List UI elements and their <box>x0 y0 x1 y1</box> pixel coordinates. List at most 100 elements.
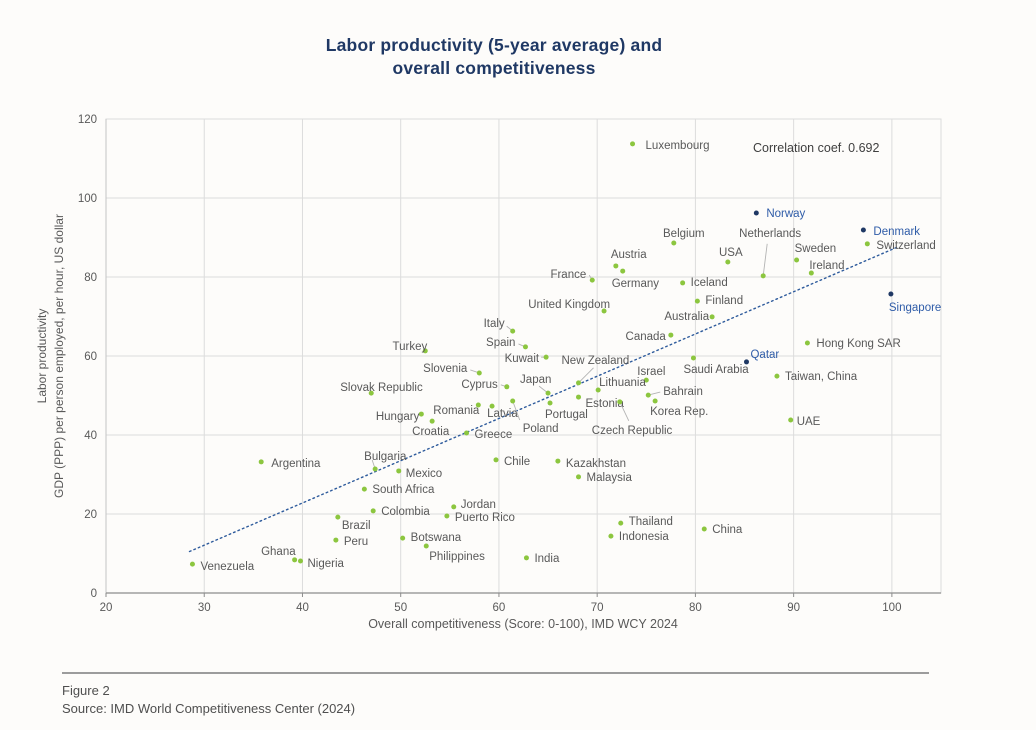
point-label-korea-rep: Korea Rep. <box>650 406 708 418</box>
point-label-indonesia: Indonesia <box>619 531 669 543</box>
data-point-puerto-rico <box>444 513 450 519</box>
data-point-switzerland <box>864 241 870 247</box>
point-label-estonia: Estonia <box>586 398 625 410</box>
data-point-venezuela <box>189 561 195 567</box>
data-point-kuwait <box>543 354 549 360</box>
point-label-france: France <box>550 269 586 281</box>
correlation-annotation: Correlation coef. 0.692 <box>753 141 880 155</box>
data-point-czech-republic <box>617 399 623 405</box>
data-point-luxembourg <box>630 141 636 147</box>
point-label-kazakhstan: Kazakhstan <box>566 458 626 470</box>
data-point-bahrain <box>645 392 651 398</box>
figure-label: Figure 2 <box>62 683 110 698</box>
point-label-china: China <box>712 524 743 536</box>
data-point-spain <box>522 344 528 350</box>
data-point-new-zealand <box>576 380 582 386</box>
point-label-india: India <box>534 553 560 565</box>
data-point-romania <box>475 402 481 408</box>
data-point-sweden <box>794 257 800 263</box>
data-point-slovak-republic <box>368 390 374 396</box>
data-point-norway <box>753 210 759 216</box>
data-point-finland <box>694 298 700 304</box>
point-label-taiwan-china: Taiwan, China <box>785 371 858 383</box>
y-tick-label: 60 <box>84 351 97 363</box>
leader-line-new-zealand <box>578 367 594 384</box>
y-tick-label: 80 <box>84 272 97 284</box>
data-point-qatar <box>743 359 749 365</box>
data-point-singapore <box>888 291 894 297</box>
data-point-philippines <box>423 543 429 549</box>
data-point-uae <box>788 417 794 423</box>
data-point-peru <box>333 537 339 543</box>
data-point-poland <box>510 398 516 404</box>
point-label-japan: Japan <box>520 374 551 386</box>
point-label-croatia: Croatia <box>412 426 450 438</box>
chart-title: Labor productivity (5-year average) and … <box>0 34 988 80</box>
point-label-argentina: Argentina <box>271 458 321 470</box>
point-label-colombia: Colombia <box>381 506 430 518</box>
data-point-slovenia <box>476 370 482 376</box>
data-point-iceland <box>680 280 686 286</box>
point-label-ireland: Ireland <box>809 260 844 272</box>
data-point-canada <box>668 332 674 338</box>
data-point-croatia <box>429 418 435 424</box>
point-label-iceland: Iceland <box>691 277 728 289</box>
data-point-south-africa <box>361 486 367 492</box>
point-label-australia: Australia <box>664 311 709 323</box>
point-label-poland: Poland <box>523 423 559 435</box>
point-label-finland: Finland <box>705 295 743 307</box>
data-point-cyprus <box>504 384 510 390</box>
source-line: Source: IMD World Competitiveness Center… <box>62 701 356 716</box>
data-point-jordan <box>451 504 457 510</box>
caption-divider <box>62 672 929 674</box>
point-label-chile: Chile <box>504 456 530 468</box>
data-point-hungary <box>418 411 424 417</box>
point-label-spain: Spain <box>486 337 515 349</box>
point-label-slovak-republic: Slovak Republic <box>340 382 423 394</box>
y-axis-label-line2: GDP (PPP) per person employed, per hour,… <box>52 214 66 498</box>
point-label-belgium: Belgium <box>663 228 705 240</box>
point-label-italy: Italy <box>484 318 505 330</box>
point-label-usa: USA <box>719 247 743 259</box>
y-tick-label: 100 <box>78 193 97 205</box>
data-point-italy <box>510 328 516 334</box>
data-point-hong-kong-sar <box>804 340 810 346</box>
data-point-estonia <box>576 394 582 400</box>
x-axis-label: Overall competitiveness (Score: 0-100), … <box>368 617 678 631</box>
data-point-china <box>701 526 707 532</box>
point-label-kuwait: Kuwait <box>505 353 540 365</box>
point-label-venezuela: Venezuela <box>200 561 254 573</box>
data-point-argentina <box>258 459 264 465</box>
data-point-thailand <box>618 520 624 526</box>
data-point-japan <box>545 390 551 396</box>
point-label-mexico: Mexico <box>406 468 442 480</box>
point-label-puerto-rico: Puerto Rico <box>455 512 515 524</box>
point-label-malaysia: Malaysia <box>587 472 633 484</box>
data-point-france <box>589 277 595 283</box>
data-point-ghana <box>292 557 298 563</box>
data-point-taiwan-china <box>774 373 780 379</box>
point-label-united-kingdom: United Kingdom <box>528 299 610 311</box>
data-point-portugal <box>547 400 553 406</box>
data-point-united-kingdom <box>601 308 607 314</box>
x-tick-label: 80 <box>689 602 702 614</box>
data-point-ireland <box>808 270 814 276</box>
point-label-switzerland: Switzerland <box>876 240 935 252</box>
data-point-brazil <box>335 514 341 520</box>
point-label-new-zealand: New Zealand <box>562 355 630 367</box>
point-label-canada: Canada <box>626 331 667 343</box>
data-point-kazakhstan <box>555 458 561 464</box>
point-label-singapore: Singapore <box>889 302 941 314</box>
point-label-germany: Germany <box>612 278 660 290</box>
point-label-saudi-arabia: Saudi Arabia <box>683 364 749 376</box>
x-tick-label: 20 <box>100 602 113 614</box>
point-label-luxembourg: Luxembourg <box>646 140 710 152</box>
y-tick-label: 40 <box>84 430 97 442</box>
point-label-romania: Romania <box>433 405 480 417</box>
chart-title-line2: overall competitiveness <box>392 58 596 78</box>
point-label-qatar: Qatar <box>750 349 779 361</box>
data-point-netherlands <box>760 273 766 279</box>
x-tick-label: 90 <box>787 602 800 614</box>
y-axis-label-line1: Labor productivity <box>35 309 49 404</box>
